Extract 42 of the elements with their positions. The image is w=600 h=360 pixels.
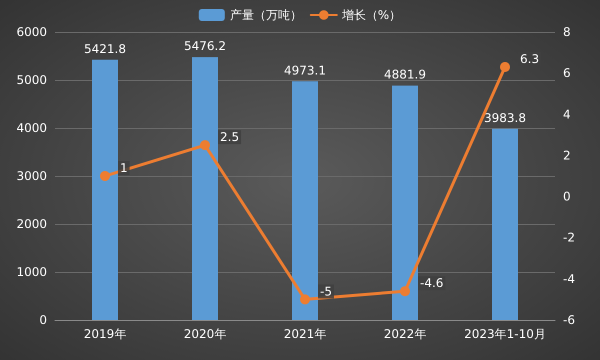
x-tick-label: 2023年1-10月 xyxy=(464,327,546,341)
point xyxy=(400,286,410,296)
x-tick-label: 2019年 xyxy=(84,327,126,341)
data-label: 4881.9 xyxy=(384,68,426,82)
y2-tick-label: -6 xyxy=(563,313,575,327)
bar xyxy=(92,60,118,320)
y-tick-label: 6000 xyxy=(16,25,47,39)
point xyxy=(100,171,110,181)
data-label: -5 xyxy=(320,284,332,298)
x-tick-label: 2020年 xyxy=(184,327,226,341)
y-tick-label: 0 xyxy=(39,313,47,327)
bar xyxy=(392,86,418,320)
legend-label: 增长（%） xyxy=(340,8,402,22)
data-label: 5476.2 xyxy=(184,39,226,54)
y2-tick-label: -2 xyxy=(563,230,575,245)
data-label: 1 xyxy=(120,161,128,175)
data-label: 6.3 xyxy=(520,52,540,66)
y2-tick-label: 4 xyxy=(563,107,571,122)
data-label: 3983.8 xyxy=(484,110,526,125)
y-tick-label: 1000 xyxy=(16,265,47,279)
legend-label: 产量（万吨） xyxy=(230,8,302,22)
x-tick-label: 2022年 xyxy=(384,327,426,341)
data-label: 2.5 xyxy=(220,130,240,144)
data-label: -4.6 xyxy=(420,276,444,290)
y2-tick-label: 2 xyxy=(563,148,571,162)
y2-tick-label: 6 xyxy=(563,66,571,80)
bar xyxy=(292,81,318,320)
point xyxy=(300,294,310,304)
y-tick-label: 2000 xyxy=(16,217,47,231)
bar xyxy=(192,57,218,320)
data-label: 5421.8 xyxy=(84,42,126,56)
x-tick-label: 2021年 xyxy=(284,327,326,341)
data-label: 4973.1 xyxy=(284,63,326,78)
y-tick-label: 4000 xyxy=(16,121,47,135)
point xyxy=(500,62,510,72)
y2-tick-label: -4 xyxy=(563,272,575,286)
y-tick-label: 3000 xyxy=(16,169,47,183)
y-tick-label: 5000 xyxy=(16,73,47,87)
point xyxy=(200,140,210,150)
y2-tick-label: 0 xyxy=(563,190,571,204)
y2-tick-label: 8 xyxy=(563,25,571,39)
bar xyxy=(492,128,518,320)
